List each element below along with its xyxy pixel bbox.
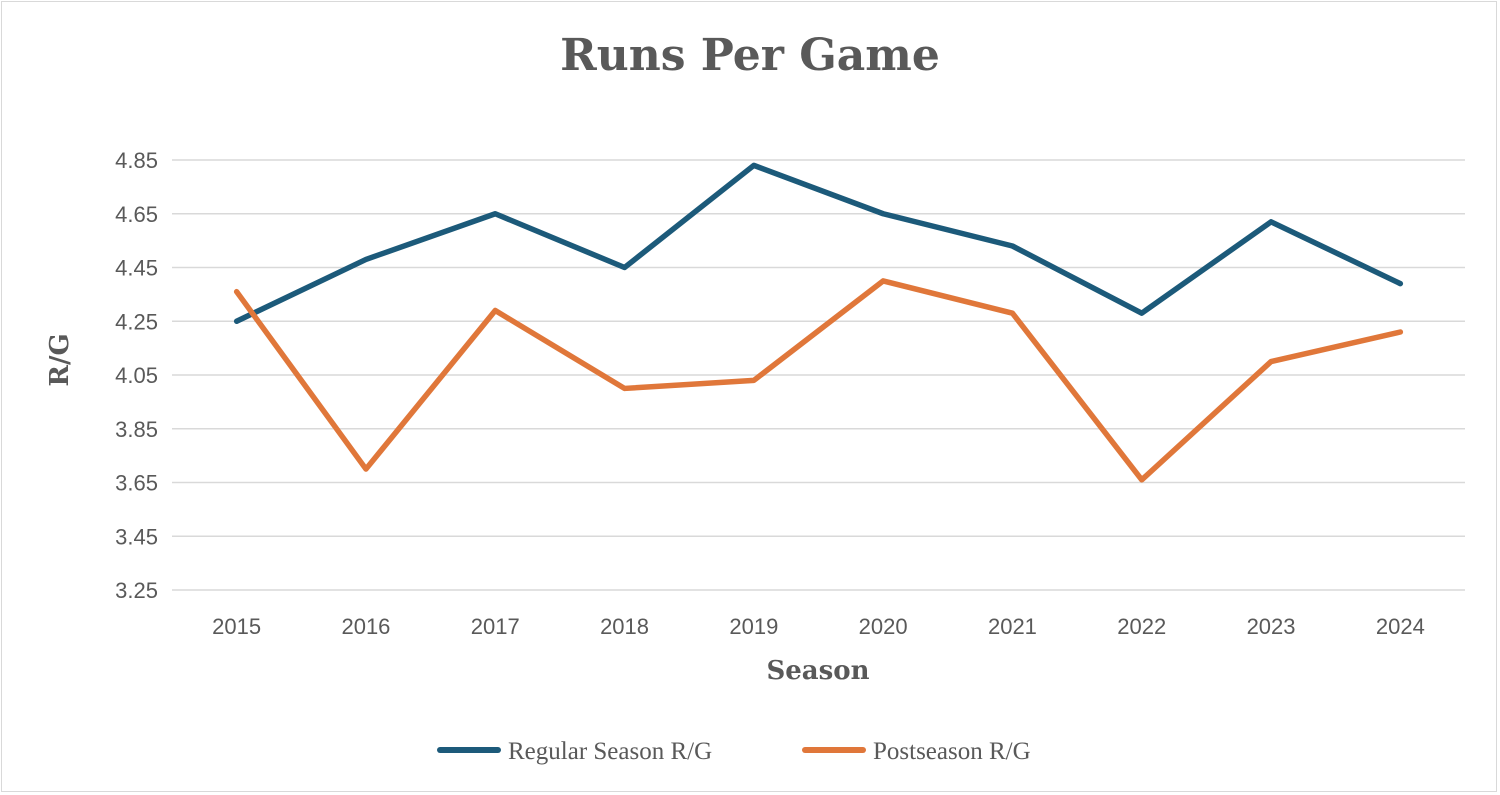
legend-label: Postseason R/G — [873, 738, 1031, 765]
x-tick-label: 2020 — [859, 614, 908, 639]
x-tick-label: 2019 — [729, 614, 778, 639]
x-tick-label: 2017 — [471, 614, 520, 639]
chart-title: Runs Per Game — [560, 30, 940, 81]
y-tick-label: 4.65 — [115, 202, 158, 227]
y-axis-title: R/G — [45, 333, 75, 386]
x-tick-label: 2016 — [341, 614, 390, 639]
x-tick-label: 2022 — [1117, 614, 1166, 639]
legend-label: Regular Season R/G — [508, 738, 712, 765]
x-axis-title: Season — [766, 656, 869, 686]
y-tick-label: 3.25 — [115, 578, 158, 603]
series-line-postseason — [233, 278, 1404, 483]
x-tick-label: 2021 — [988, 614, 1037, 639]
y-tick-label: 4.45 — [115, 256, 158, 281]
y-tick-label: 3.65 — [115, 471, 158, 496]
y-tick-label: 4.05 — [115, 363, 158, 388]
y-tick-label: 4.25 — [115, 309, 158, 334]
x-tick-label: 2015 — [212, 614, 261, 639]
series-line-regular-season — [233, 162, 1404, 324]
x-tick-label: 2023 — [1247, 614, 1296, 639]
y-tick-label: 3.85 — [115, 417, 158, 442]
y-tick-label: 3.45 — [115, 524, 158, 549]
x-tick-label: 2024 — [1376, 614, 1425, 639]
y-tick-label: 4.85 — [115, 148, 158, 173]
x-tick-label: 2018 — [600, 614, 649, 639]
